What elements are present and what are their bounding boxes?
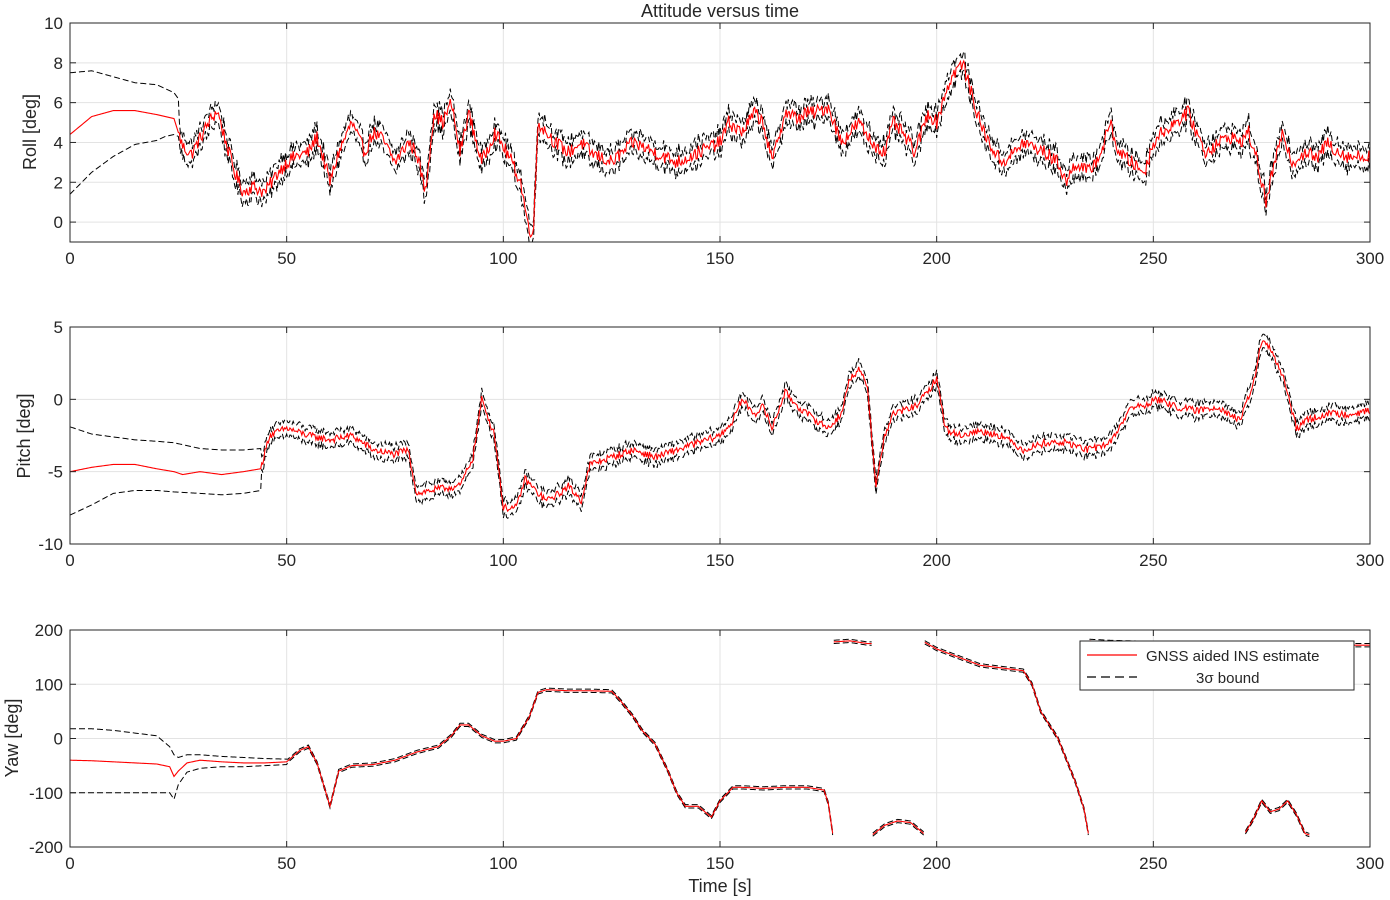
roll-ylabel: Roll [deg] xyxy=(20,94,40,170)
roll-ytick-label: 4 xyxy=(54,133,63,152)
yaw-xtick-label: 100 xyxy=(489,854,517,873)
yaw-ylabel: Yaw [deg] xyxy=(2,699,22,778)
roll-ytick-label: 10 xyxy=(44,14,63,33)
yaw-ytick-label: 100 xyxy=(35,675,63,694)
pitch-ytick-label: 0 xyxy=(54,390,63,409)
yaw-xtick-label: 50 xyxy=(277,854,296,873)
x-axis-label: Time [s] xyxy=(688,876,751,896)
figure-title: Attitude versus time xyxy=(641,1,799,21)
yaw-ytick-label: -100 xyxy=(29,784,63,803)
yaw-xtick-label: 300 xyxy=(1356,854,1384,873)
roll-xtick-label: 300 xyxy=(1356,249,1384,268)
pitch-ticks: 0 50 100 150 200 250 300 -10 -5 0 5 xyxy=(38,318,1384,570)
pitch-ytick-label: 5 xyxy=(54,318,63,337)
roll-xtick-label: 50 xyxy=(277,249,296,268)
roll-ytick-label: 6 xyxy=(54,94,63,113)
pitch-ytick-label: -10 xyxy=(38,535,63,554)
yaw-panel: 0 50 100 150 200 250 300 -200 -100 0 100 200 Yaw [d… xyxy=(2,621,1384,873)
pitch-ytick-label: -5 xyxy=(48,463,63,482)
pitch-lower-bound-line xyxy=(70,347,1370,519)
pitch-xtick-label: 50 xyxy=(277,551,296,570)
yaw-xtick-label: 0 xyxy=(65,854,74,873)
pitch-clipped-lines xyxy=(70,333,1370,519)
pitch-xtick-label: 0 xyxy=(65,551,74,570)
pitch-xtick-label: 200 xyxy=(922,551,950,570)
roll-ytick-label: 8 xyxy=(54,54,63,73)
roll-ytick-label: 2 xyxy=(54,173,63,192)
pitch-xtick-label: 100 xyxy=(489,551,517,570)
yaw-xtick-label: 200 xyxy=(922,854,950,873)
yaw-xtick-label: 150 xyxy=(706,854,734,873)
pitch-xtick-label: 150 xyxy=(706,551,734,570)
roll-xtick-label: 250 xyxy=(1139,249,1167,268)
legend-box xyxy=(1079,640,1355,691)
roll-ytick-label: 0 xyxy=(54,213,63,232)
legend-estimate-label: GNSS aided INS estimate xyxy=(1146,648,1319,665)
yaw-ytick-label: 200 xyxy=(35,621,63,640)
roll-xtick-label: 100 xyxy=(489,249,517,268)
roll-panel: 0 50 100 150 200 250 300 0 2 4 6 8 10 Roll [deg] xyxy=(20,14,1384,268)
roll-ticks: 0 50 100 150 200 250 300 0 2 4 6 8 10 xyxy=(44,14,1384,268)
yaw-xtick-label: 250 xyxy=(1139,854,1167,873)
roll-xtick-label: 0 xyxy=(65,249,74,268)
roll-estimate-line xyxy=(70,59,1370,238)
legend: GNSS aided INS estimate 3σ bound xyxy=(1079,640,1355,691)
roll-upper-bound-line xyxy=(70,50,1370,228)
yaw-ytick-label: 0 xyxy=(54,730,63,749)
roll-series xyxy=(70,50,1370,242)
roll-xtick-label: 150 xyxy=(706,249,734,268)
roll-xtick-label: 200 xyxy=(922,249,950,268)
pitch-xtick-label: 250 xyxy=(1139,551,1167,570)
pitch-panel: 0 50 100 150 200 250 300 -10 -5 0 5 Pitch [deg] xyxy=(14,318,1384,570)
roll-lower-bound-line xyxy=(70,69,1370,242)
pitch-xtick-label: 300 xyxy=(1356,551,1384,570)
roll-clipped-lines xyxy=(70,50,1370,242)
yaw-ticks: 0 50 100 150 200 250 300 -200 -100 0 100 200 xyxy=(29,621,1384,873)
pitch-ylabel: Pitch [deg] xyxy=(14,393,34,478)
pitch-estimate-line xyxy=(70,340,1370,513)
yaw-ytick-label: -200 xyxy=(29,838,63,857)
legend-bound-label: 3σ bound xyxy=(1196,670,1259,687)
pitch-series xyxy=(70,333,1370,519)
